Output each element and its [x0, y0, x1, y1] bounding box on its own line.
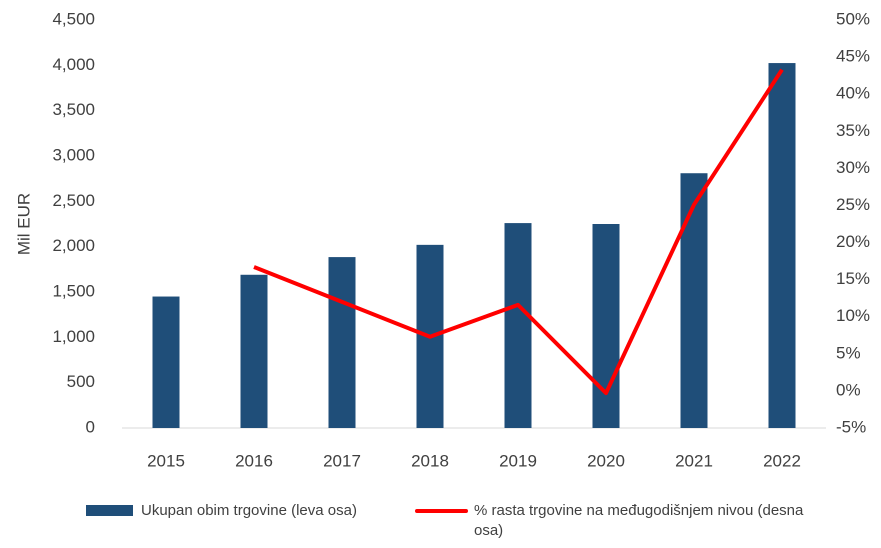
y2-tick-label: 25%	[836, 195, 870, 214]
bar	[592, 224, 620, 428]
y-tick-label: 1,500	[52, 281, 95, 300]
y2-tick-label: 40%	[836, 84, 870, 103]
legend-swatch	[86, 505, 133, 516]
y2-tick-label: -5%	[836, 417, 866, 436]
y2-tick-label: 35%	[836, 121, 870, 140]
bar	[152, 296, 180, 428]
x-tick-label: 2021	[675, 451, 713, 470]
x-tick-label: 2022	[763, 451, 801, 470]
y-axis-label: Mil EUR	[14, 193, 33, 255]
x-tick-label: 2016	[235, 451, 273, 470]
legend-label: Ukupan obim trgovine (leva osa)	[141, 502, 357, 519]
y2-tick-label: 50%	[836, 9, 870, 28]
y-tick-label: 0	[86, 417, 95, 436]
y-tick-label: 3,000	[52, 145, 95, 164]
y-tick-label: 4,000	[52, 55, 95, 74]
x-tick-label: 2015	[147, 451, 185, 470]
bar	[680, 173, 708, 428]
y2-tick-label: 20%	[836, 232, 870, 251]
bar	[328, 257, 356, 428]
bar	[240, 274, 268, 428]
y2-tick-label: 5%	[836, 343, 861, 362]
x-tick-label: 2020	[587, 451, 625, 470]
y2-tick-label: 10%	[836, 306, 870, 325]
line	[253, 68, 784, 396]
bar	[504, 223, 532, 428]
y-tick-label: 500	[67, 372, 95, 391]
legend-label: % rasta trgovine na međugodišnjem nivou …	[474, 502, 804, 539]
y2-tick-label: 15%	[836, 269, 870, 288]
y-tick-label: 4,500	[52, 9, 95, 28]
y2-tick-label: 0%	[836, 380, 861, 399]
y2-tick-label: 30%	[836, 158, 870, 177]
y-tick-label: 3,500	[52, 100, 95, 119]
y-tick-label: 2,000	[52, 236, 95, 255]
x-tick-label: 2019	[499, 451, 537, 470]
x-tick-label: 2018	[411, 451, 449, 470]
x-tick-label: 2017	[323, 451, 361, 470]
y-tick-label: 1,000	[52, 327, 95, 346]
bar	[768, 63, 796, 429]
y2-tick-label: 45%	[836, 47, 870, 66]
y-tick-label: 2,500	[52, 191, 95, 210]
